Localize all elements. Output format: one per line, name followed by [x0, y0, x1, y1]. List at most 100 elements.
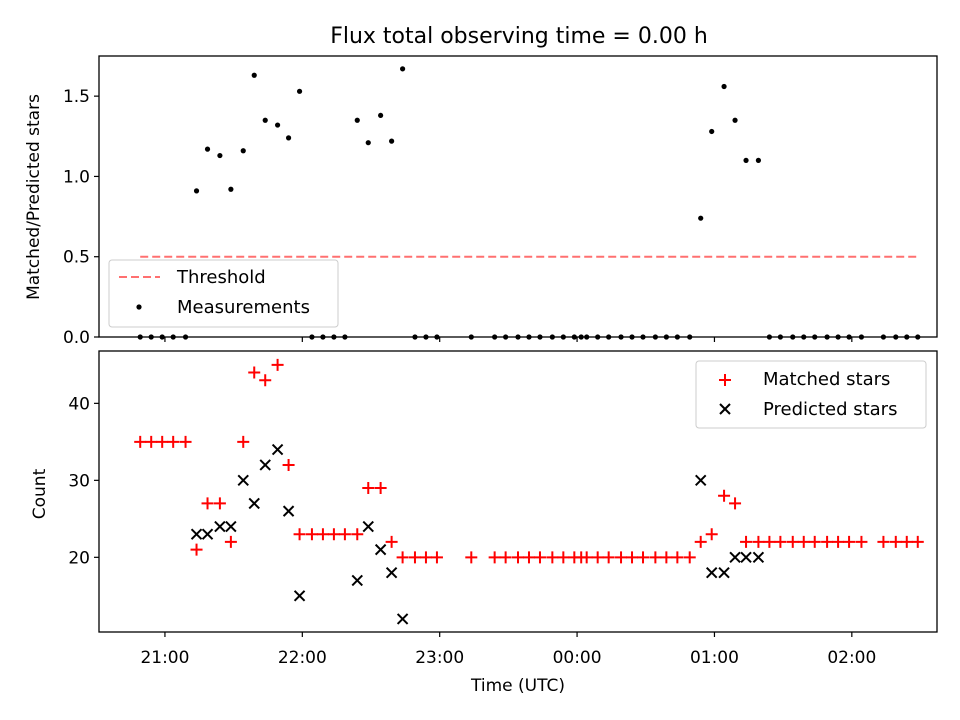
matched-star-point — [213, 497, 226, 510]
matched-star-point — [156, 435, 169, 448]
measurement-point — [274, 122, 281, 128]
matched-star-point — [637, 551, 650, 564]
matched-star-point — [615, 551, 628, 564]
matched-star-point — [488, 551, 501, 564]
measurement-point — [389, 138, 395, 144]
top-plot-area — [137, 66, 921, 340]
predicted-star-point — [237, 474, 249, 487]
top-panel: 0.0 0.5 1.0 1.5 Matched/Predicted stars Thr… — [24, 55, 938, 348]
matched-star-point — [327, 528, 340, 541]
predicted-star-point — [740, 551, 752, 564]
predicted-star-point — [214, 520, 226, 533]
matched-star-point — [591, 551, 604, 564]
matched-star-point — [786, 535, 799, 548]
matched-star-point — [385, 535, 398, 548]
predicted-star-point — [271, 443, 284, 456]
predicted-star-point — [293, 590, 306, 602]
bottom-panel: 20 30 40 21:00 22:00 23:00 00:00 01:00 02:00 Co… — [30, 350, 938, 696]
matched-star-point — [282, 458, 295, 471]
matched-star-point — [362, 482, 375, 495]
bottom-axes-frame — [98, 350, 938, 633]
measurement-point — [204, 146, 211, 152]
top-axes-frame — [98, 55, 938, 338]
predicted-star-point — [282, 505, 295, 517]
matched-star-point — [237, 435, 250, 448]
matched-star-point — [649, 551, 662, 564]
matched-star-point — [167, 435, 180, 448]
matched-star-point — [134, 435, 147, 448]
matched-star-point — [271, 358, 284, 371]
threshold-legend-label: Threshold — [176, 267, 266, 288]
matched-star-point — [293, 528, 306, 541]
matched-star-point — [821, 535, 834, 548]
matched-star-point — [396, 551, 409, 564]
matched-star-point — [797, 535, 810, 548]
measurement-point — [285, 135, 292, 141]
predicted-star-point — [752, 551, 765, 564]
x-tick-label: 01:00 — [690, 648, 739, 668]
matched-star-point — [351, 528, 364, 541]
top-y-axis-label: Matched/Predicted stars — [24, 94, 44, 300]
matched-legend-swatch — [719, 374, 731, 386]
predicted-star-point — [201, 528, 214, 540]
measurement-point — [743, 157, 749, 163]
matched-star-point — [512, 551, 524, 564]
x-axis-label: Time (UTC) — [470, 676, 565, 696]
matched-star-point — [729, 497, 742, 510]
predicted-star-point — [248, 497, 260, 510]
matched-star-point — [465, 551, 478, 564]
matched-star-point — [900, 535, 913, 548]
predicted-star-point — [259, 459, 271, 471]
predicted-star-point — [190, 528, 203, 540]
matched-star-point — [305, 528, 318, 541]
measurement-point — [755, 157, 762, 163]
measurement-point — [262, 117, 268, 123]
matched-star-point — [201, 497, 214, 510]
matched-star-point — [683, 551, 696, 564]
top-legend: Threshold Measurements — [108, 259, 339, 328]
measurement-point — [732, 117, 738, 123]
matched-star-point — [557, 551, 570, 564]
matched-star-point — [911, 535, 924, 548]
matched-star-point — [408, 551, 421, 564]
predicted-star-point — [362, 520, 374, 533]
predicted-star-point — [385, 567, 398, 579]
matched-star-point — [705, 528, 718, 541]
matched-star-point — [190, 543, 203, 556]
bottom-y-axis: 20 30 40 — [68, 394, 99, 568]
matched-star-point — [546, 551, 559, 564]
matched-star-point — [419, 551, 432, 564]
x-tick-label: 02:00 — [827, 648, 876, 668]
matched-star-point — [224, 535, 237, 548]
measurement-point — [354, 117, 360, 123]
y-tick-label: 0.0 — [63, 328, 90, 348]
bottom-legend: Matched stars Predicted stars — [695, 360, 927, 429]
top-legend-box — [108, 259, 339, 328]
matched-star-point — [626, 551, 639, 564]
y-tick-label: 1.5 — [63, 87, 90, 107]
matched-star-point — [808, 535, 821, 548]
x-tick-label: 23:00 — [415, 648, 464, 668]
top-x-ticks — [164, 337, 853, 342]
measurement-point — [709, 128, 715, 135]
matched-star-point — [499, 551, 512, 564]
predicted-star-point — [351, 574, 363, 587]
matched-star-point — [694, 535, 707, 548]
bottom-legend-box — [695, 360, 927, 429]
matched-star-point — [889, 535, 902, 548]
predicted-star-point — [705, 567, 718, 579]
y-tick-label: 30 — [68, 471, 90, 491]
measurements-legend-swatch — [136, 304, 142, 310]
matched-star-point — [259, 374, 272, 387]
bottom-x-axis: 21:00 22:00 23:00 00:00 01:00 02:00 — [140, 632, 876, 668]
measurement-point — [217, 152, 223, 159]
predicted-legend-swatch — [719, 403, 731, 415]
matched-star-point — [671, 551, 684, 564]
matched-star-point — [660, 551, 673, 564]
y-tick-label: 20 — [68, 548, 90, 568]
measurement-point — [193, 188, 200, 194]
matched-star-point — [774, 535, 787, 548]
x-tick-label: 21:00 — [140, 648, 189, 668]
top-y-axis: 0.0 0.5 1.0 1.5 — [63, 87, 99, 348]
